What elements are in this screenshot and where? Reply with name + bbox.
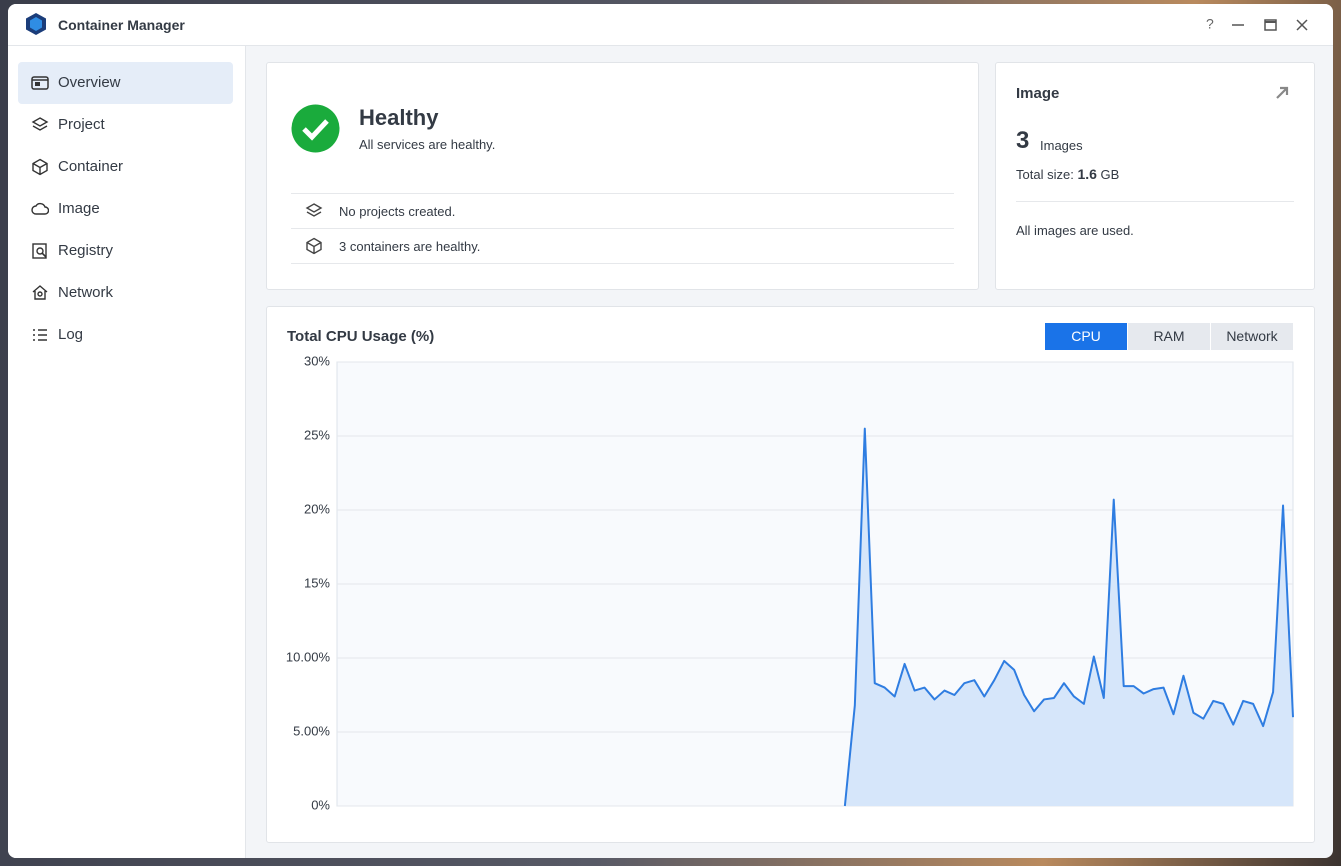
health-row: 3 containers are healthy. bbox=[339, 239, 481, 254]
y-tick-label: 20% bbox=[304, 501, 330, 516]
chart: Total CPU Usage (%) 0% 5.00% 10.00% 15% 20% 2… bbox=[286, 328, 1294, 812]
window-controls[interactable]: ? bbox=[1198, 16, 1318, 34]
app-icon bbox=[26, 13, 46, 35]
nav-item[interactable]: Registry bbox=[18, 230, 233, 272]
nav-item[interactable]: Image bbox=[18, 188, 233, 230]
health-card: Healthy All services are healthy. No pro… bbox=[266, 62, 979, 290]
cpu-area bbox=[844, 428, 1293, 806]
nav-icon bbox=[31, 76, 49, 90]
nav-icon bbox=[32, 285, 48, 300]
y-tick-label: 30% bbox=[304, 353, 330, 368]
nav-label: Image bbox=[58, 200, 100, 217]
total-size: Total size: 1.6 GB bbox=[1016, 166, 1119, 182]
chart-title: Total CPU Usage (%) bbox=[287, 328, 434, 345]
nav-label: Network bbox=[58, 284, 114, 301]
size-value: 1.6 bbox=[1077, 166, 1097, 182]
nav-icon bbox=[31, 117, 49, 131]
healthy-icon bbox=[291, 104, 340, 153]
nav-icon bbox=[32, 243, 47, 259]
nav-label: Log bbox=[58, 326, 84, 343]
chart-tab[interactable]: CPU bbox=[1045, 323, 1127, 350]
nav-label: Registry bbox=[58, 242, 114, 259]
sidebar: Overview Project Container Image Registry Net… bbox=[8, 46, 246, 858]
y-tick-label: 15% bbox=[304, 575, 330, 590]
cpu-line bbox=[843, 427, 1294, 807]
y-tick-label: 5.00% bbox=[293, 723, 330, 738]
nav-icon bbox=[32, 158, 48, 176]
window: Container Manager ? Overview Project Conta… bbox=[8, 4, 1333, 858]
health-status: Healthy bbox=[359, 105, 439, 130]
window-title: Container Manager bbox=[58, 17, 185, 33]
project-icon bbox=[305, 203, 323, 217]
nav-item[interactable]: Network bbox=[18, 272, 233, 314]
nav-label: Overview bbox=[58, 74, 121, 91]
chart-tab[interactable]: Network bbox=[1211, 323, 1293, 350]
y-tick-label: 10.00% bbox=[286, 649, 331, 664]
image-count: 3 bbox=[1016, 127, 1030, 154]
container-icon bbox=[306, 237, 322, 255]
nav-item[interactable]: Overview bbox=[18, 62, 233, 104]
svg-text:?: ? bbox=[1206, 16, 1214, 32]
nav-icon bbox=[31, 202, 49, 215]
image-note: All images are used. bbox=[1016, 223, 1134, 238]
title-bar: Container Manager ? bbox=[8, 4, 1333, 46]
nav-label: Container bbox=[58, 158, 124, 175]
y-tick-label: 25% bbox=[304, 427, 330, 442]
health-message: All services are healthy. bbox=[359, 137, 496, 152]
card-title: Image bbox=[1016, 85, 1060, 102]
size-unit: GB bbox=[1100, 167, 1120, 182]
size-label: Total size: bbox=[1016, 167, 1074, 182]
image-count-unit: Images bbox=[1040, 138, 1083, 153]
nav-icon bbox=[33, 329, 47, 341]
nav-item[interactable]: Log bbox=[18, 314, 233, 356]
nav-item[interactable]: Project bbox=[18, 104, 233, 146]
image-card: Image 3 Images Total size: 1.6 GB All im… bbox=[995, 62, 1315, 290]
health-row: No projects created. bbox=[339, 204, 456, 219]
chart-tab[interactable]: RAM bbox=[1128, 323, 1210, 350]
open-link[interactable] bbox=[1274, 85, 1290, 101]
chart-card: CPU RAM Network Total CPU Usage (%) 0% 5.00… bbox=[266, 306, 1315, 843]
nav-label: Project bbox=[58, 116, 105, 133]
nav-item[interactable]: Container bbox=[18, 146, 233, 188]
y-tick-label: 0% bbox=[311, 797, 330, 812]
